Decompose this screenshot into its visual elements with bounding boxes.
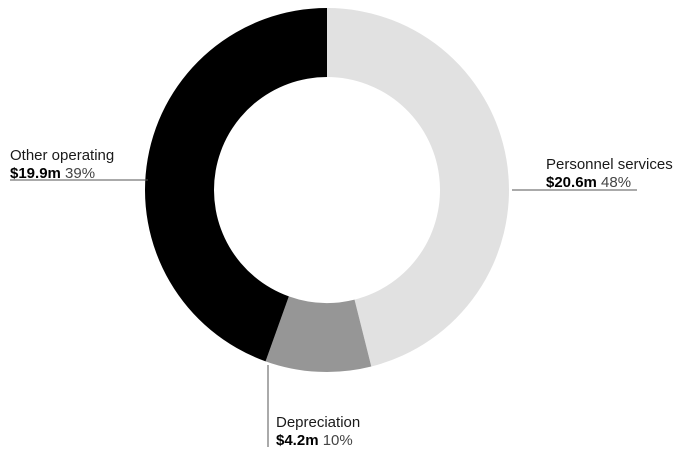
slice-label-other-operating: Other operating $19.9m 39%: [10, 147, 114, 183]
slice-value: $19.9m: [10, 165, 61, 182]
slice-other-operating: [144, 8, 327, 362]
slice-percent: 10%: [322, 432, 353, 449]
leader-lines: [10, 179, 637, 447]
slice-label-personnel-services: Personnel services $20.6m 48%: [546, 156, 673, 192]
slice-personnel-services: [327, 8, 510, 367]
slice-name: Personnel services: [546, 156, 673, 173]
slice-value: $20.6m: [546, 174, 597, 191]
slice-depreciation: [265, 296, 372, 372]
slice-name: Depreciation: [276, 414, 361, 431]
slice-name: Other operating: [10, 147, 115, 164]
donut-slices: [144, 8, 510, 372]
slice-percent: 39%: [65, 165, 96, 182]
slice-label-depreciation: Depreciation $4.2m 10%: [276, 414, 360, 450]
slice-percent: 48%: [601, 174, 632, 191]
slice-value: $4.2m: [276, 432, 319, 449]
